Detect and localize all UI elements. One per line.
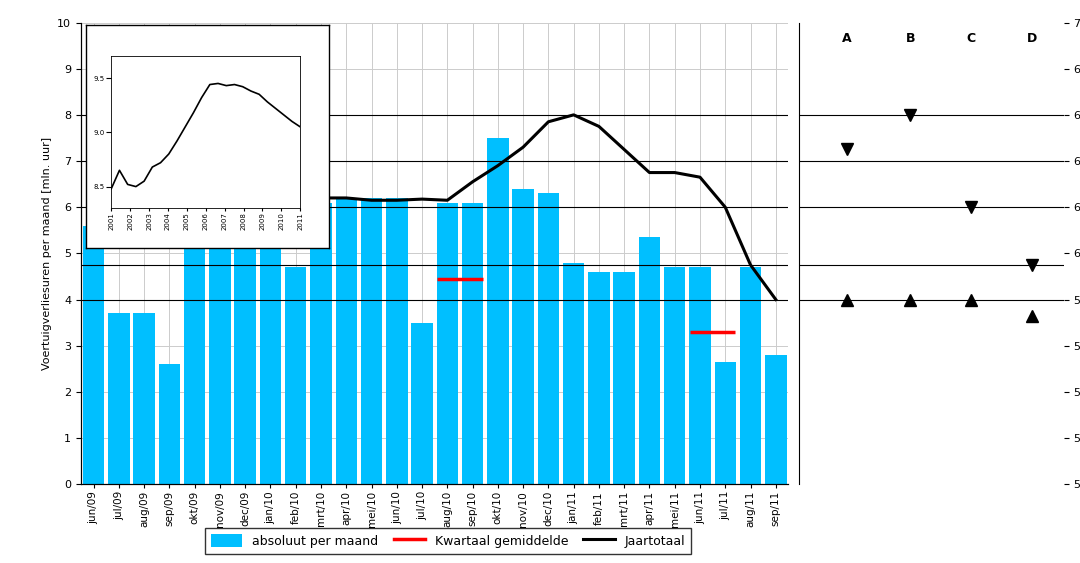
Bar [512,189,534,484]
Bar [589,272,609,484]
Bar [260,244,281,484]
Bar [765,355,786,484]
Bar [159,364,180,484]
Bar [108,314,130,484]
Text: A: A [842,32,852,45]
Bar [285,267,307,484]
Bar [462,203,484,484]
Bar [664,267,686,484]
Bar [715,362,735,484]
Bar [487,138,509,484]
Bar [310,203,332,484]
Bar [563,262,584,484]
Bar [361,198,382,484]
Bar [538,193,559,484]
Text: C: C [967,32,975,45]
Bar [386,198,407,484]
Bar [740,267,761,484]
Bar [436,203,458,484]
Bar [411,323,433,484]
Bar [638,237,660,484]
Bar [689,267,711,484]
Text: D: D [1027,32,1037,45]
Bar [336,198,357,484]
Bar [184,239,205,484]
Text: B: B [906,32,915,45]
Bar [134,314,154,484]
Y-axis label: Voertuigverliesuren per maand [mln. uur]: Voertuigverliesuren per maand [mln. uur] [42,137,52,370]
Bar [210,198,231,484]
Bar [83,226,105,484]
Legend: absoluut per maand, Kwartaal gemiddelde, Jaartotaal: absoluut per maand, Kwartaal gemiddelde,… [205,528,691,554]
Bar [234,175,256,484]
Bar [613,272,635,484]
